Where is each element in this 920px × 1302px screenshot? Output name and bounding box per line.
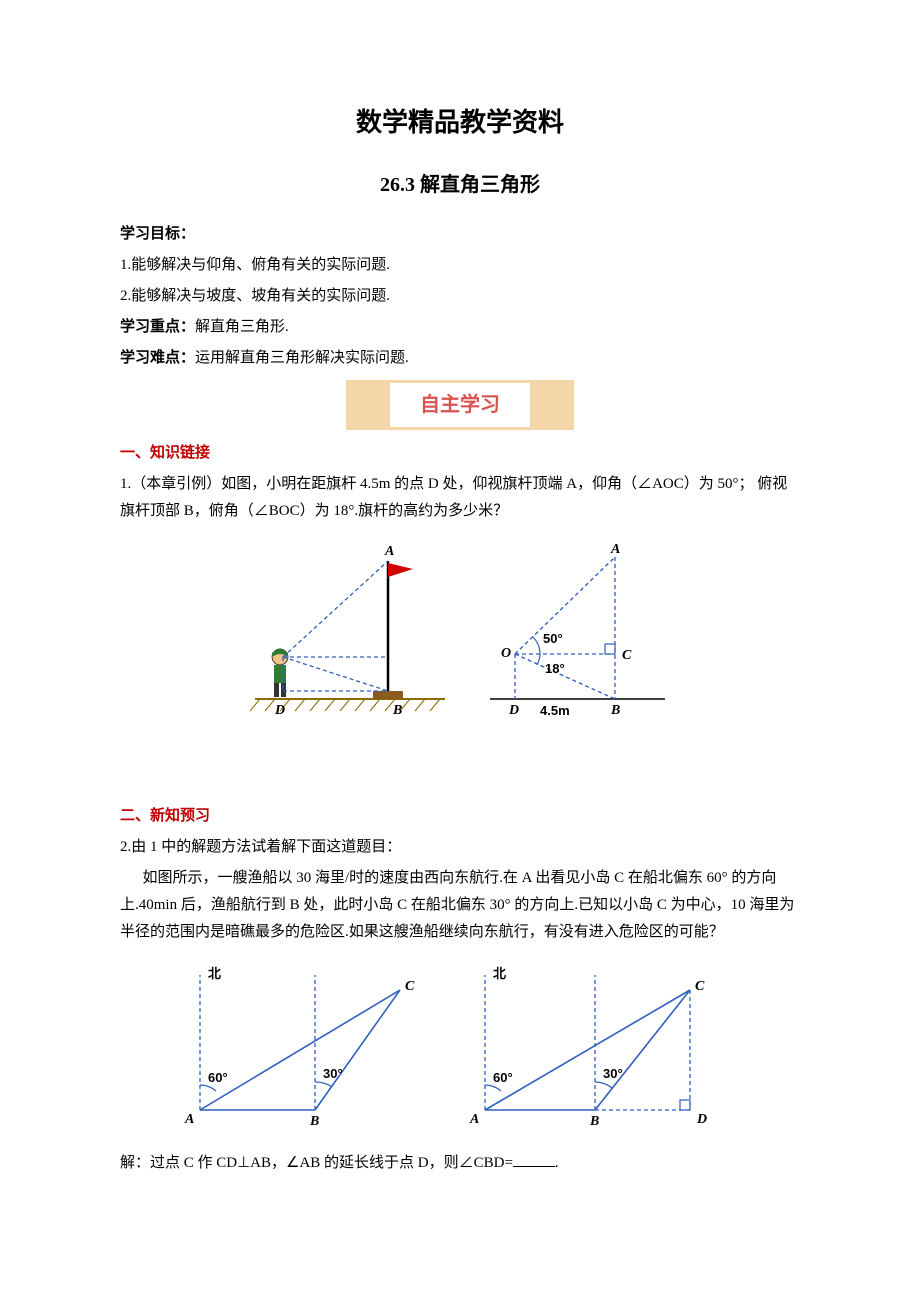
label-A: A xyxy=(384,544,394,559)
label-B2: B xyxy=(610,703,620,718)
p2l-60: 60° xyxy=(208,1070,228,1085)
keypoint-text: 解直角三角形. xyxy=(195,319,289,335)
base-length: 4.5m xyxy=(540,703,570,718)
north-label-1: 北 xyxy=(208,966,221,981)
solution-post: . xyxy=(555,1155,559,1171)
p2r-B: B xyxy=(589,1114,599,1129)
label-C: C xyxy=(622,648,632,663)
solution-pre: 解：过点 C 作 CD⊥AB，∠AB 的延长线于点 D，则∠CBD= xyxy=(120,1155,513,1171)
blank-fill[interactable] xyxy=(513,1151,555,1167)
label-A2: A xyxy=(610,542,620,557)
difficulty-text: 运用解直角三角形解决实际问题. xyxy=(195,350,409,366)
p2r-A: A xyxy=(469,1112,479,1127)
banner: 自主学习 xyxy=(374,380,546,430)
p2r-D: D xyxy=(696,1112,707,1127)
p2r-30: 30° xyxy=(603,1066,623,1081)
main-title: 数学精品教学资料 xyxy=(120,100,800,147)
heading-new-preview: 二、新知预习 xyxy=(120,803,800,830)
difficulty-label: 学习难点： xyxy=(120,350,195,366)
problem1-text: 1.（本章引例）如图，小明在距旗杆 4.5m 的点 D 处，仰视旗杆顶端 A，仰… xyxy=(120,471,800,525)
page: 数学精品教学资料 26.3 解直角三角形 学习目标： 1.能够解决与仰角、俯角有… xyxy=(0,0,920,1302)
p2l-C: C xyxy=(405,979,415,994)
angle-18: 18° xyxy=(545,661,565,676)
label-D: D xyxy=(274,703,285,718)
problem2-figure-row: 北 A B C 60° 30° 北 A xyxy=(120,960,800,1130)
problem2-figure-right: 北 A B C D 60° 30° xyxy=(465,960,745,1130)
problem1-figure-left: A B D xyxy=(245,539,455,719)
p2l-A: A xyxy=(184,1112,194,1127)
section-title: 26.3 解直角三角形 xyxy=(120,167,800,203)
problem2-figure-left: 北 A B C 60° 30° xyxy=(175,960,435,1130)
angle-50: 50° xyxy=(543,631,563,646)
goal-item-1: 1.能够解决与仰角、俯角有关的实际问题. xyxy=(120,252,800,279)
keypoint-line: 学习重点：解直角三角形. xyxy=(120,314,800,341)
banner-wrap: 自主学习 xyxy=(120,380,800,430)
label-B: B xyxy=(392,703,402,718)
banner-text: 自主学习 xyxy=(390,380,530,430)
heading-knowledge-link: 一、知识链接 xyxy=(120,440,800,467)
p2r-C: C xyxy=(695,979,705,994)
p2l-B: B xyxy=(309,1114,319,1129)
ribbon-right-icon xyxy=(528,385,546,425)
difficulty-line: 学习难点：运用解直角三角形解决实际问题. xyxy=(120,345,800,372)
keypoint-label: 学习重点： xyxy=(120,319,195,335)
p2l-30: 30° xyxy=(323,1066,343,1081)
problem1-figure-right: A O C D B 50° 18° 4.5m xyxy=(485,539,675,719)
problem2-text: 如图所示，一艘渔船以 30 海里/时的速度由西向东航行.在 A 出看见小岛 C … xyxy=(120,865,800,946)
label-O: O xyxy=(501,646,511,661)
spacer xyxy=(120,739,800,799)
label-D2: D xyxy=(508,703,519,718)
p2r-60: 60° xyxy=(493,1070,513,1085)
problem1-figure-row: A B D A O C D xyxy=(120,539,800,719)
solution-line: 解：过点 C 作 CD⊥AB，∠AB 的延长线于点 D，则∠CBD=. xyxy=(120,1150,800,1177)
goals-label: 学习目标： xyxy=(120,226,195,242)
problem2-lead: 2.由 1 中的解题方法试着解下面这道题目： xyxy=(120,834,800,861)
goal-item-2: 2.能够解决与坡度、坡角有关的实际问题. xyxy=(120,283,800,310)
north-label-2: 北 xyxy=(493,966,506,981)
goals-heading: 学习目标： xyxy=(120,221,800,248)
